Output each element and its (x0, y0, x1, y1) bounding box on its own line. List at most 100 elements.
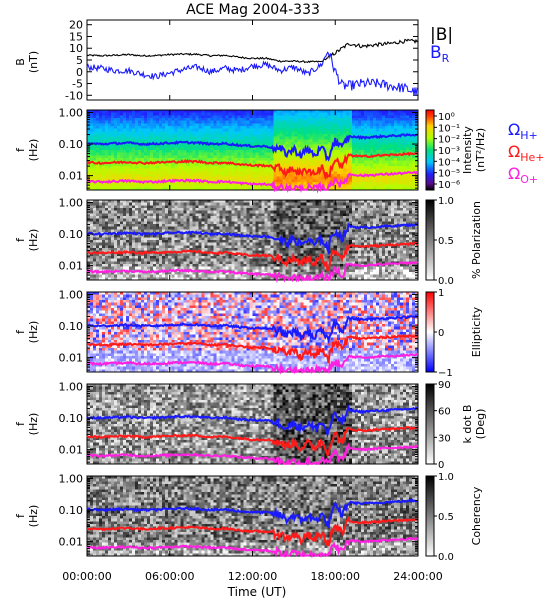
panel-coherency: 1.00 0.10 0.01 f (Hz) 1.0 0.5 0.0 Coherency (14, 472, 483, 563)
gyro-legend-sub: O+ (520, 173, 538, 186)
colorbar-tick-label: 1 (438, 288, 444, 299)
colorbar-tick-label: −1 (438, 368, 453, 379)
time-tick-label: 18:00:00 (311, 570, 360, 583)
b-y-tick-label: 20 (69, 19, 83, 32)
time-axis: 00:00:00 06:00:00 12:00:00 18:00:00 24:00:00 (62, 570, 442, 583)
colorbar-tick-label: 30 (438, 433, 451, 444)
heatmap-coherency (87, 476, 418, 556)
colorbar-tick-label: 10⁻³ (438, 146, 460, 157)
b-y-unit: (nT) (27, 51, 40, 73)
b-y-tick-label: 5 (76, 54, 83, 67)
f-axis-unit: (Hz) (27, 229, 40, 252)
colorbar-label-polarization: % Polarization (470, 201, 483, 279)
gyro-line-he-coherency (86, 516, 418, 547)
colorbar-tick-label: 90 (438, 380, 451, 391)
gyro-line-h-ellipticity (86, 314, 419, 345)
f-tick-label: 0.01 (59, 260, 84, 273)
gyro-legend-omega: Ω (508, 120, 520, 139)
gyro-legend-sub: H+ (520, 129, 538, 142)
heatmap-intensity (87, 110, 418, 190)
f-axis-label: f (14, 329, 27, 334)
colorbar-tick-label: 0.0 (438, 552, 454, 563)
colorbar-label-ellipticity: Ellipticity (470, 306, 483, 357)
gyro-line-h-polarization (86, 222, 419, 256)
gyro-line-h-kdotb (86, 404, 418, 439)
b-y-tick-label: 15 (69, 30, 83, 43)
f-tick-label: 1.00 (59, 288, 84, 301)
gyro-line-h-coherency (86, 498, 419, 528)
colorbar-label-kdotb: k dot B (461, 405, 474, 444)
f-tick-label: 0.10 (59, 228, 84, 241)
gyro-legend-omega: Ω (508, 164, 520, 183)
panel-polarization: 1.00 0.10 0.01 f (Hz) 1.0 0.5 0.0 % Polarization (14, 196, 483, 287)
f-tick-label: 0.10 (59, 320, 84, 333)
colorbar-tick-label: 10⁻⁶ (438, 180, 460, 191)
f-axis-unit: (Hz) (27, 321, 40, 344)
colorbar-tick-label: 0 (438, 328, 444, 339)
f-axis-label: f (14, 421, 27, 426)
gyro-line-o-polarization (86, 260, 419, 284)
gyro-line-o-intensity (86, 170, 419, 194)
gyro-line-he-kdotb (86, 425, 419, 458)
heatmap-polarization (87, 200, 418, 280)
panel-ellipticity: 1.00 0.10 0.01 f (Hz) 1 0 −1 Ellipticity (14, 288, 483, 379)
b-plot-frame (86, 19, 419, 101)
colorbar-tick-label: 60 (438, 407, 451, 418)
legend-b-total: |B| (430, 25, 453, 45)
time-tick-label: 06:00:00 (145, 570, 194, 583)
colorbar-ellipticity (425, 291, 435, 373)
gyro-legend-o-plus: ΩO+ (508, 164, 538, 186)
colorbar-tick-label: 10⁻¹ (438, 123, 460, 134)
f-tick-label: 0.10 (59, 412, 84, 425)
gyro-legend-h-plus: ΩH+ (508, 120, 538, 142)
f-axis-label: f (14, 237, 27, 242)
b-y-tick-label: -5 (72, 78, 83, 91)
gyro-line-he-ellipticity (86, 334, 419, 364)
spectral-panels: 1.000.100.01f (Hz)10⁰10⁻¹10⁻²10⁻³10⁻⁴10⁻⁵… (14, 106, 545, 563)
colorbar-label-intensity: Intensity (461, 126, 474, 174)
colorbar-tick-label: 0 (438, 460, 444, 471)
chart-title: ACE Mag 2004-333 (186, 2, 320, 18)
f-tick-label: 1.00 (59, 106, 84, 119)
f-axis-label: f (14, 513, 27, 518)
b-y-tick-label: 0 (76, 66, 83, 79)
legend-b-r-sub: R (442, 52, 450, 65)
series-b-total (86, 38, 419, 64)
colorbar-label-coherency: Coherency (470, 486, 483, 545)
time-tick-label: 24:00:00 (393, 570, 442, 583)
colorbar-tick-label: 1.0 (438, 196, 454, 207)
f-axis-unit: (Hz) (27, 505, 40, 528)
gyro-line-o-ellipticity (86, 352, 419, 375)
b-y-tick-label: 10 (69, 42, 83, 55)
f-tick-label: 0.01 (59, 352, 84, 365)
heatmap-ellipticity (87, 292, 418, 372)
f-tick-label: 1.00 (59, 380, 84, 393)
gyro-line-he-intensity (86, 151, 419, 181)
gyro-line-o-kdotb (86, 442, 419, 467)
heatmap-kdotb (87, 384, 418, 464)
colorbar-kdotb (425, 383, 435, 465)
colorbar-tick-label: 1.0 (438, 472, 454, 483)
colorbar-polarization (425, 199, 435, 281)
gyro-line-o-coherency (86, 536, 419, 559)
f-tick-label: 0.10 (59, 504, 84, 517)
f-tick-label: 1.00 (59, 196, 84, 209)
panel-intensity: 1.00 0.10 0.01 f (Hz) 10⁰10⁻¹10⁻²10⁻³10⁻⁴10⁻⁵… (14, 106, 545, 194)
f-axis-unit: (Hz) (27, 139, 40, 162)
f-tick-label: 0.10 (59, 138, 84, 151)
colorbar-tick-label: 0.5 (438, 512, 454, 523)
time-tick-label: 12:00:00 (228, 570, 277, 583)
f-tick-label: 0.01 (59, 170, 84, 183)
f-axis-label: f (14, 147, 27, 152)
gyro-line-he-polarization (86, 241, 419, 273)
colorbar-tick-label: 10⁻⁴ (438, 157, 460, 168)
colorbar-tick-label: 0.5 (438, 236, 454, 247)
gyro-line-h-intensity (87, 133, 419, 162)
colorbar-unit-kdotb: (Deg) (474, 409, 487, 440)
colorbar-tick-label: 10⁻² (438, 135, 460, 146)
panel-kdotb: 1.00 0.10 0.01 f (Hz) 90 60 30 0 k dot B (Deg) (14, 380, 487, 471)
colorbar-tick-label: 10⁰ (438, 112, 455, 123)
colorbar-tick-label: 10⁻⁵ (438, 169, 460, 180)
colorbar-tick-label: 0.0 (438, 276, 454, 287)
